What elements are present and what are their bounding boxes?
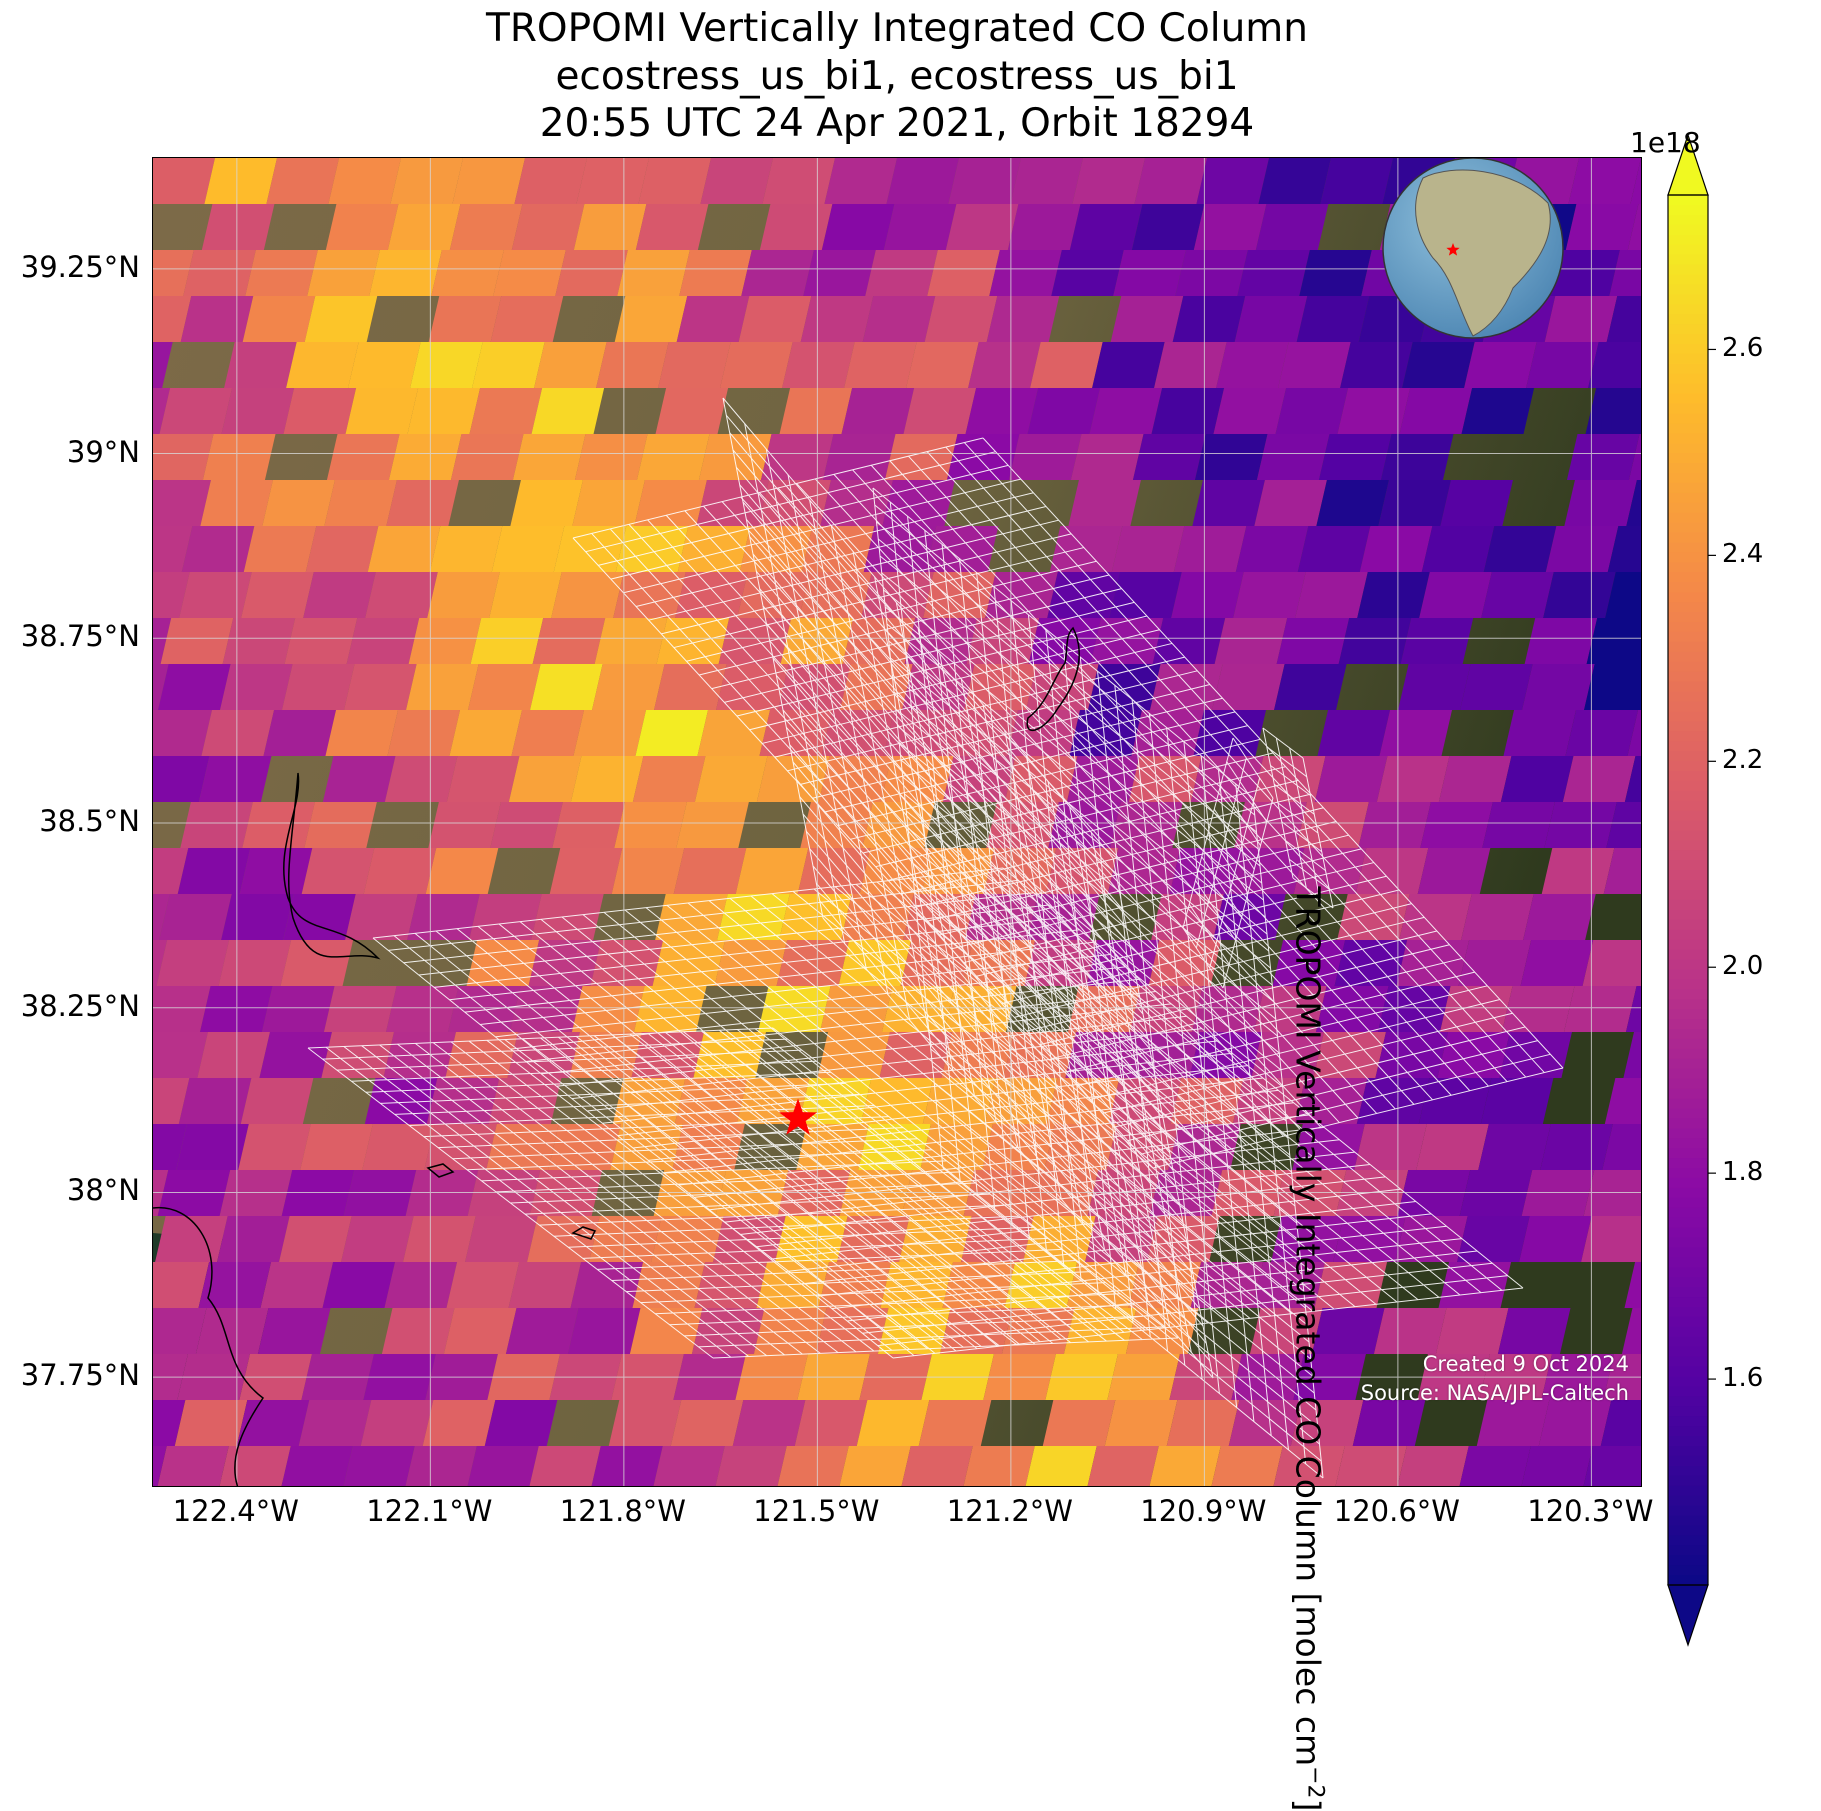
lon-tick-label: 120.3°W xyxy=(1495,1494,1685,1528)
colorbar-label: TROPOMI Vertically Integrated CO Column … xyxy=(1289,887,1328,1811)
lat-tick-label: 38°N xyxy=(0,1173,140,1207)
lon-tick-label: 121.8°W xyxy=(528,1494,718,1528)
colorbar-tick-label: 2.0 xyxy=(1722,951,1763,981)
lon-tick-label: 121.2°W xyxy=(915,1494,1105,1528)
figure-timestamp: 20:55 UTC 24 Apr 2021, Orbit 18294 xyxy=(152,101,1642,147)
source-credit: Source: NASA/JPL-Caltech xyxy=(1361,1381,1629,1405)
lat-tick-label: 38.25°N xyxy=(0,989,140,1023)
colorbar-extend-min xyxy=(1668,1585,1708,1645)
colorbar-tick-label: 2.4 xyxy=(1722,539,1763,569)
colorbar-tick-label: 1.8 xyxy=(1722,1157,1763,1187)
colorbar-tick-label: 1.6 xyxy=(1722,1363,1763,1393)
lon-tick-label: 120.9°W xyxy=(1108,1494,1298,1528)
colorbar xyxy=(1660,125,1720,1655)
map-canvas[interactable] xyxy=(153,158,1642,1487)
lon-tick-label: 122.4°W xyxy=(141,1494,331,1528)
map-panel[interactable] xyxy=(152,157,1642,1487)
colorbar-exponent: 1e18 xyxy=(1630,126,1701,159)
lat-tick-label: 39°N xyxy=(0,435,140,469)
colorbar-tick-label: 2.6 xyxy=(1722,333,1763,363)
lat-tick-label: 39.25°N xyxy=(0,250,140,284)
lat-tick-label: 38.5°N xyxy=(0,804,140,838)
lat-tick-label: 37.75°N xyxy=(0,1358,140,1392)
globe-icon xyxy=(1383,158,1563,338)
lon-tick-label: 122.1°W xyxy=(334,1494,524,1528)
lon-tick-label: 121.5°W xyxy=(721,1494,911,1528)
figure-title: TROPOMI Vertically Integrated CO Column xyxy=(152,6,1642,52)
figure-subtitle: ecostress_us_bi1, ecostress_us_bi1 xyxy=(152,54,1642,100)
colorbar-tick-label: 2.2 xyxy=(1722,745,1763,775)
created-date: Created 9 Oct 2024 xyxy=(1423,1352,1629,1376)
lat-tick-label: 38.75°N xyxy=(0,619,140,653)
lon-tick-label: 120.6°W xyxy=(1302,1494,1492,1528)
